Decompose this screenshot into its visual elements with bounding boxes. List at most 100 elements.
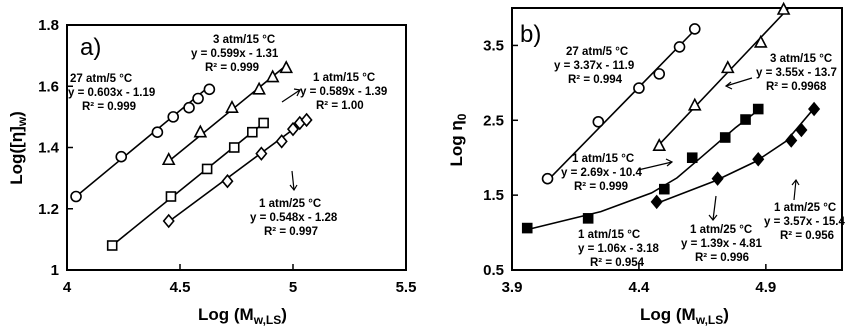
x-tick-label: 4.5: [170, 279, 191, 296]
panel-b-ticks: 3.9 4.4 4.9 0.5 1.5 2.5 3.5: [483, 37, 776, 296]
triangle-data-point: [225, 99, 239, 113]
panel-b-annotation-square: 1 atm/15 °C y = 2.69x - 10.4 R² = 0.999: [561, 153, 674, 193]
annotation-line: y = 0.599x - 1.31: [191, 48, 279, 60]
square-series-fit-line: [111, 122, 265, 247]
y-tick-label: 1.4: [38, 140, 60, 157]
annotation-line: 1 atm/15 °C: [578, 229, 640, 241]
annotation-line: 3 atm/15 °C: [213, 34, 275, 46]
panel-b-y-axis-title: Log η0: [447, 113, 469, 166]
triangle-series-fit-line: [656, 7, 790, 148]
x-tick-label: 4: [63, 279, 72, 296]
annotation-line: R² = 0.996: [695, 252, 749, 264]
triangle-data-point: [753, 34, 768, 48]
panel-a-label: a): [80, 34, 101, 61]
diamond-series-fit-line: [656, 104, 818, 205]
panel-b-fit-lines: [527, 7, 818, 231]
annotation-line: y = 1.39x - 4.81: [681, 238, 762, 250]
annotation-line: y = 3.57x - 15.4: [764, 216, 845, 228]
annotation-line: R² = 0.999: [574, 181, 628, 193]
circle-data-point: [203, 83, 216, 96]
annotation-line: 1 atm/15 °C: [313, 72, 375, 84]
arrow-head: [791, 178, 800, 186]
y-title-sub: 0: [455, 113, 469, 120]
y-title-main: Log η: [447, 120, 466, 166]
annotation-line: R² = 0.9968: [766, 81, 827, 93]
annotation-line: y = 0.603x - 1.19: [68, 87, 155, 99]
y-tick-label: 2.5: [483, 112, 504, 129]
square-data-point: [752, 103, 764, 115]
square-series-fit-line: [527, 107, 762, 231]
annotation-line: y = 0.589x - 1.39: [300, 86, 387, 98]
circle-data-point: [653, 68, 666, 80]
panel-a-annotation-circle: 27 atm/5 °C y = 0.603x - 1.19 R² = 0.999: [68, 73, 155, 113]
x-tick-label: 5.5: [396, 279, 417, 296]
circle-data-point: [592, 115, 605, 128]
square-data-point: [659, 183, 670, 195]
annotation-arrow: [637, 161, 673, 171]
triangle-data-point: [776, 1, 791, 15]
panel-a-annotation-triangle: 3 atm/15 °C y = 0.599x - 1.31 R² = 0.999: [191, 34, 279, 74]
square-data-point: [247, 126, 258, 138]
square-data-point: [228, 142, 240, 153]
annotation-line: R² = 0.956: [780, 230, 834, 242]
triangle-data-point: [193, 124, 208, 138]
diamond-data-point: [711, 171, 724, 186]
annotation-line: R² = 0.999: [82, 101, 136, 113]
diamond-data-point: [300, 112, 313, 128]
circle-series-fit-line: [544, 26, 698, 184]
circle-data-point: [673, 41, 686, 53]
y-title-end: ): [7, 111, 26, 117]
circle-data-point: [541, 172, 554, 185]
diamond-data-point: [286, 121, 300, 137]
annotation-arrow: [793, 179, 797, 201]
panel-a-x-axis-title: Log (Mw,LS): [198, 305, 287, 327]
x-title-end: ): [281, 305, 287, 324]
circle-data-point: [167, 111, 180, 123]
panel-a-ticks: 4 4.5 5 5.5 1 1.2 1.4 1.6 1.8: [38, 17, 416, 296]
annotation-line: 27 atm/5 °C: [70, 73, 132, 85]
y-tick-label: 1: [51, 262, 59, 279]
annotation-line: 1 atm/15 °C: [572, 153, 634, 165]
annotation-line: R² = 1.00: [316, 100, 364, 112]
panel-b-annotation-low-square: 1 atm/15 °C y = 1.06x - 3.18 R² = 0.954: [578, 229, 659, 269]
annotation-line: R² = 0.954: [590, 257, 645, 269]
circle-data-point: [115, 150, 128, 163]
triangle-data-point: [161, 152, 176, 166]
triangle-data-point: [265, 69, 280, 83]
circle-data-point: [70, 190, 82, 203]
square-data-point: [165, 191, 177, 202]
square-data-point: [521, 222, 533, 234]
triangle-data-point: [279, 60, 294, 74]
x-tick-label: 4.4: [628, 279, 650, 296]
panel-b-annotation-triangle: 3 atm/15 °C y = 3.55x - 13.7 R² = 0.9968: [724, 53, 837, 93]
diamond-data-point: [221, 173, 234, 189]
square-data-point: [201, 163, 213, 175]
diamond-data-point: [650, 194, 663, 210]
annotation-line: R² = 0.994: [568, 74, 623, 86]
triangle-data-point: [252, 81, 266, 95]
panel-b-label: b): [520, 21, 541, 48]
panel-b-annotation-low-diamond: 1 atm/25 °C y = 1.39x - 4.81 R² = 0.996: [681, 195, 762, 264]
panel-a-annotation-diamond: 1 atm/25 °C y = 0.548x - 1.28 R² = 0.997: [250, 170, 338, 238]
y-tick-label: 3.5: [483, 37, 504, 54]
square-data-point: [258, 117, 269, 129]
triangle-data-point: [720, 60, 735, 74]
x-title-main: Log (M: [198, 305, 254, 324]
circle-data-point: [192, 92, 204, 105]
annotation-line: R² = 0.999: [205, 62, 259, 74]
annotation-arrow: [291, 170, 295, 191]
arrow-head: [724, 81, 733, 90]
annotation-line: y = 1.06x - 3.18: [578, 243, 659, 255]
diamond-data-point: [255, 146, 268, 161]
x-title-sub: w,LS: [253, 313, 282, 327]
panel-b-plot-frame: [511, 7, 843, 271]
y-tick-label: 1.8: [38, 17, 59, 34]
arrow-head: [708, 214, 718, 221]
panel-a-markers: [70, 60, 313, 251]
annotation-line: y = 2.69x - 10.4: [561, 167, 642, 179]
annotation-line: y = 0.548x - 1.28: [250, 212, 338, 224]
x-tick-label: 5: [289, 279, 297, 296]
annotation-arrow: [281, 89, 301, 103]
x-title-end: ): [723, 305, 729, 324]
